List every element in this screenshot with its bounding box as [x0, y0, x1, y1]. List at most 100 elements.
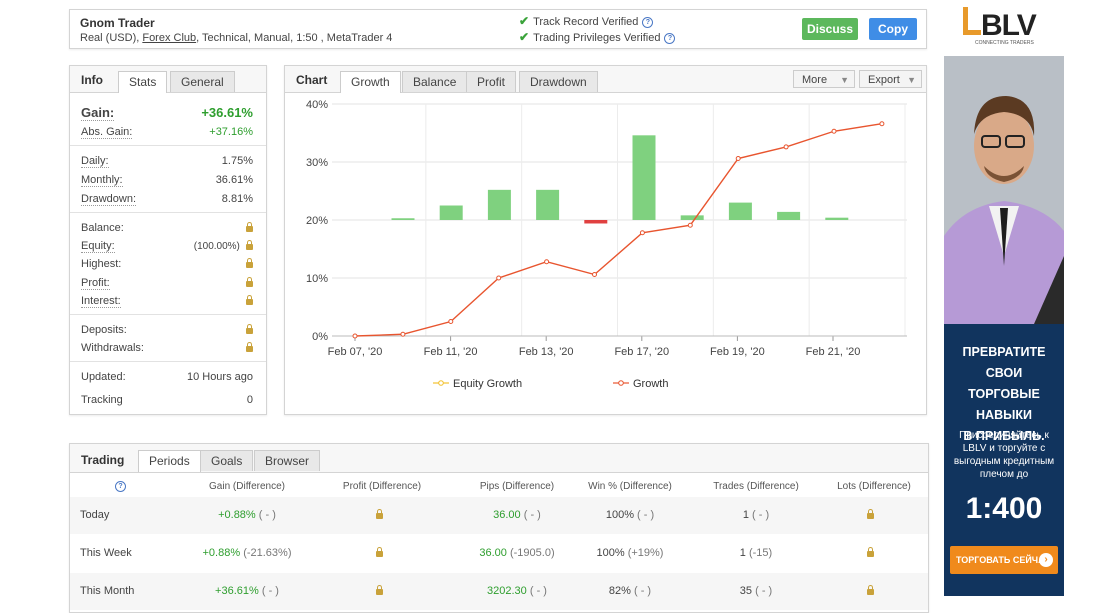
ad-cta-button[interactable]: ТОРГОВАТЬ СЕЙЧАС ›	[950, 546, 1058, 574]
lock-icon	[376, 509, 383, 521]
y-tick-label: 10%	[306, 273, 328, 285]
chart-tabs: Chart Growth Balance Profit Drawdown Mor…	[285, 66, 926, 93]
growth-chart: 0% 10% 20% 30% 40% Feb 07, '20 Feb 11, '20 Feb …	[306, 99, 907, 390]
growth-point	[352, 333, 358, 339]
pips-value: 36.00	[493, 509, 521, 521]
pips-cell: 3202.30 ( - )	[457, 585, 577, 597]
trades-diff: (-15)	[748, 547, 773, 559]
win-cell: 100% (+19%)	[570, 547, 690, 559]
copy-button[interactable]: Copy	[869, 18, 917, 40]
col-win: Win % (Difference)	[588, 481, 672, 492]
updated-value: 10 Hours ago	[186, 371, 253, 383]
growth-point	[735, 156, 741, 162]
trading-privileges-verified: ✔ Trading Privileges Verified?	[519, 30, 676, 44]
growth-point	[687, 222, 693, 228]
profit-bar	[487, 189, 511, 220]
tracking-label: Tracking	[81, 394, 123, 406]
export-label: Export	[868, 74, 900, 86]
pips-value: 36.00	[479, 547, 507, 559]
legend-marker	[438, 380, 444, 386]
divider	[70, 361, 266, 362]
trader-name: Gnom Trader	[80, 16, 155, 30]
trading-heading: Trading	[81, 453, 125, 467]
verify-label-1: Track Record Verified	[533, 16, 639, 28]
table-row: Today +0.88% ( - ) 36.00 ( - ) 100% ( - …	[70, 497, 928, 534]
interest-label: Interest:	[81, 295, 121, 308]
daily-label: Daily:	[81, 155, 109, 168]
divider	[70, 314, 266, 315]
updated-label: Updated:	[81, 371, 126, 383]
ad-cta-label: ТОРГОВАТЬ СЕЙЧАС	[956, 555, 1051, 565]
lock-icon	[867, 585, 874, 597]
period-label: This Week	[80, 547, 132, 559]
legend-label: Growth	[633, 378, 668, 390]
export-dropdown[interactable]: Export ▼	[859, 70, 922, 88]
gain-label: Gain:	[81, 105, 115, 121]
svg-text:BLV: BLV	[981, 9, 1037, 42]
profit-bar	[391, 218, 415, 220]
table-row: This Month +36.61% ( - ) 3202.30 ( - ) 8…	[70, 573, 928, 610]
profit-bar	[439, 205, 463, 220]
col-trades: Trades (Difference)	[713, 481, 799, 492]
daily-value: 1.75%	[221, 155, 253, 167]
lblv-logo[interactable]: BLV CONNECTING TRADERS	[961, 5, 1051, 47]
balance-label: Balance:	[81, 222, 124, 234]
info-heading: Info	[81, 73, 103, 87]
growth-point	[783, 144, 789, 150]
lblv-logo-mark: BLV CONNECTING TRADERS	[963, 7, 1038, 46]
tab-growth[interactable]: Growth	[340, 71, 401, 93]
lock-icon	[867, 509, 874, 521]
account-prefix: Real (USD),	[80, 32, 143, 44]
win-value: 82%	[608, 585, 631, 597]
tab-general[interactable]: General	[170, 71, 235, 92]
help-icon[interactable]: ?	[664, 32, 676, 44]
trades-cell: 1 ( - )	[696, 509, 816, 521]
help-icon[interactable]: ?	[115, 481, 126, 492]
tab-stats[interactable]: Stats	[118, 71, 168, 93]
lock-icon	[246, 277, 253, 289]
trades-value: 1	[742, 509, 749, 521]
ad-banner[interactable]: ПРЕВРАТИТЕ СВОИ ТОРГОВЫЕ НАВЫКИ В ПРИБЫЛ…	[944, 56, 1064, 596]
broker-link[interactable]: Forex Club	[142, 32, 197, 44]
discuss-button[interactable]: Discuss	[802, 18, 858, 40]
ad-body-line: LBLV и торгуйте с	[962, 443, 1046, 454]
gain-cell: +0.88% ( - )	[187, 509, 307, 521]
win-value: 100%	[596, 547, 625, 559]
x-tick-label: Feb 13, '20	[519, 346, 574, 358]
logo-tagline: CONNECTING TRADERS	[975, 40, 1034, 46]
tab-profit[interactable]: Profit	[466, 71, 517, 92]
y-tick-label: 20%	[306, 215, 328, 227]
chart-heading: Chart	[296, 73, 328, 87]
equity-value-group: (100.00%)	[194, 240, 253, 252]
x-tick-label: Feb 19, '20	[710, 346, 765, 358]
growth-point	[400, 331, 406, 337]
legend-label: Equity Growth	[453, 378, 522, 390]
lock-icon	[246, 295, 253, 307]
tab-balance[interactable]: Balance	[402, 71, 468, 92]
profit-bar	[536, 189, 560, 220]
trades-cell: 1 (-15)	[696, 547, 816, 559]
ad-photo	[944, 56, 1064, 324]
col-lots: Lots (Difference)	[837, 481, 911, 492]
trading-panel: Trading Periods Goals Browser ? Gain (Di…	[69, 443, 929, 613]
win-diff: (+19%)	[627, 547, 664, 559]
chevron-down-icon: ▼	[840, 75, 849, 85]
tab-drawdown[interactable]: Drawdown	[519, 71, 598, 92]
gain-value: +0.88%	[202, 547, 241, 559]
win-diff: ( - )	[633, 585, 652, 597]
gain-value: +0.88%	[218, 509, 256, 521]
gain-diff: ( - )	[258, 509, 276, 521]
trades-diff: ( - )	[752, 509, 770, 521]
more-dropdown[interactable]: More ▼	[793, 70, 855, 88]
ad-leverage: 1:400	[965, 492, 1043, 525]
track-record-verified: ✔ Track Record Verified?	[519, 14, 654, 28]
tab-periods[interactable]: Periods	[138, 450, 201, 472]
help-icon[interactable]: ?	[642, 16, 654, 28]
account-suffix: , Technical, Manual, 1:50 , MetaTrader 4	[196, 32, 393, 44]
tab-goals[interactable]: Goals	[200, 450, 254, 471]
verify-label-2: Trading Privileges Verified	[533, 32, 661, 44]
tab-browser[interactable]: Browser	[254, 450, 321, 471]
gain-diff: (-21.63%)	[243, 547, 292, 559]
divider	[70, 145, 266, 146]
drawdown-value: 8.81%	[221, 193, 253, 205]
